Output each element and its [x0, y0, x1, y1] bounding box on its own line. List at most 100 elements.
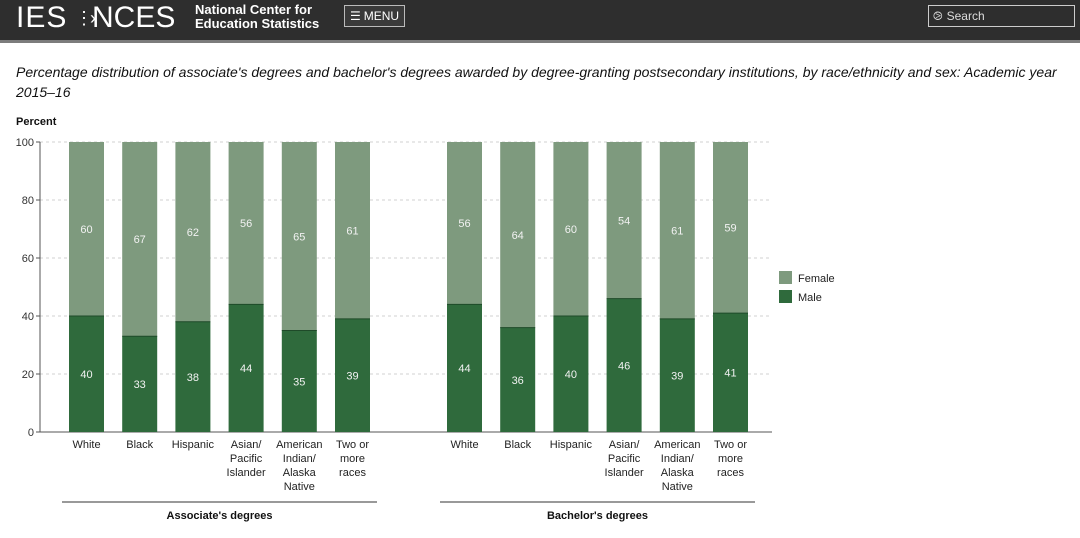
- bar-female-g1-c1: [500, 142, 536, 328]
- bar-male-g0-c0: [69, 316, 104, 432]
- x-tick-label-g1-c4-l0: American: [654, 439, 700, 451]
- data-label-female-g1-c4: 61: [671, 225, 683, 237]
- data-label-female-g0-c3: 56: [240, 218, 252, 230]
- bar-male-g1-c3: [606, 298, 642, 432]
- x-tick-label-g1-c4-l1: Indian/: [661, 453, 695, 465]
- data-label-male-g0-c5: 39: [346, 370, 358, 382]
- x-tick-label-g1-c1-l0: Black: [504, 439, 531, 451]
- data-label-female-g0-c5: 61: [346, 225, 358, 237]
- data-label-female-g1-c0: 56: [458, 218, 470, 230]
- data-label-male-g1-c1: 36: [512, 375, 524, 387]
- data-label-male-g1-c4: 39: [671, 370, 683, 382]
- x-tick-label-g0-c3-l0: Asian/: [231, 439, 263, 451]
- x-tick-label-g1-c4-l3: Native: [662, 481, 693, 493]
- x-tick-label-g1-c5-l1: more: [718, 453, 743, 465]
- data-label-male-g1-c0: 44: [458, 363, 470, 375]
- group-label-0: Associate's degrees: [167, 510, 273, 522]
- x-tick-label-g1-c5-l2: races: [717, 467, 744, 479]
- group-label-1: Bachelor's degrees: [547, 510, 648, 522]
- x-tick-label-g0-c3-l1: Pacific: [230, 453, 263, 465]
- data-label-female-g1-c5: 59: [724, 223, 736, 235]
- search-icon: ⧁: [933, 8, 943, 23]
- x-tick-label-g0-c3-l2: Islander: [227, 467, 266, 479]
- legend-label-female: Female: [798, 273, 835, 285]
- x-tick-label-g0-c2-l0: Hispanic: [172, 439, 215, 451]
- bar-female-g0-c4: [281, 142, 317, 331]
- y-tick-label-0: 0: [28, 427, 34, 439]
- x-tick-label-g0-c4-l1: Indian/: [283, 453, 317, 465]
- legend-label-male: Male: [798, 292, 822, 304]
- x-tick-label-g1-c3-l1: Pacific: [608, 453, 641, 465]
- bar-female-g1-c0: [447, 142, 482, 305]
- data-label-male-g0-c3: 44: [240, 363, 252, 375]
- data-label-female-g1-c1: 64: [512, 230, 524, 242]
- bar-male-g1-c5: [713, 313, 748, 432]
- x-tick-label-g0-c1-l0: Black: [126, 439, 153, 451]
- data-label-female-g0-c0: 60: [80, 224, 92, 236]
- org-name[interactable]: National Center for Education Statistics: [195, 3, 319, 31]
- data-label-female-g0-c4: 65: [293, 231, 305, 243]
- chart-title: Percentage distribution of associate's d…: [16, 64, 1057, 100]
- bar-male-g0-c1: [122, 336, 158, 432]
- x-tick-label-g1-c5-l0: Two or: [714, 439, 747, 451]
- x-tick-label-g0-c5-l2: races: [339, 467, 366, 479]
- nces-logo[interactable]: NCES: [92, 1, 176, 34]
- x-tick-label-g0-c4-l2: Alaska: [283, 467, 317, 479]
- bar-female-g1-c3: [606, 142, 642, 299]
- x-tick-label-g0-c4-l3: Native: [284, 481, 315, 493]
- logo-separator-icon: ⋮›: [75, 8, 96, 28]
- data-label-male-g0-c4: 35: [293, 376, 305, 388]
- menu-label: MENU: [363, 9, 400, 23]
- y-tick-label-40: 40: [22, 311, 34, 323]
- bar-female-g0-c3: [228, 142, 264, 305]
- y-tick-label-20: 20: [22, 369, 34, 381]
- bar-female-g0-c1: [122, 142, 158, 337]
- x-tick-label-g1-c2-l0: Hispanic: [550, 439, 593, 451]
- x-tick-label-g0-c5-l0: Two or: [336, 439, 369, 451]
- bar-male-g1-c4: [659, 318, 695, 432]
- hamburger-icon: ☰: [349, 9, 361, 23]
- data-label-male-g0-c2: 38: [187, 372, 199, 384]
- x-tick-label-g0-c5-l1: more: [340, 453, 365, 465]
- bar-female-g0-c0: [69, 142, 104, 316]
- y-tick-label-80: 80: [22, 195, 34, 207]
- data-label-male-g0-c1: 33: [134, 379, 146, 391]
- legend-swatch-male: [779, 290, 792, 303]
- bar-male-g1-c2: [553, 316, 589, 432]
- y-tick-label-100: 100: [16, 137, 34, 149]
- bar-female-g0-c5: [335, 142, 370, 319]
- bar-male-g0-c4: [281, 330, 317, 432]
- data-label-male-g1-c2: 40: [565, 369, 577, 381]
- bar-female-g0-c2: [175, 142, 211, 322]
- bar-male-g0-c2: [175, 321, 211, 432]
- x-tick-label-g0-c0-l0: White: [72, 439, 100, 451]
- bar-female-g1-c5: [713, 142, 748, 314]
- org-name-line2: Education Statistics: [195, 16, 320, 31]
- bar-female-g1-c4: [659, 142, 695, 319]
- bar-male-g1-c0: [447, 304, 482, 432]
- search-input[interactable]: ⧁ Search: [928, 5, 1075, 27]
- search-placeholder: Search: [946, 9, 985, 23]
- data-label-male-g0-c0: 40: [80, 369, 92, 381]
- ies-logo[interactable]: IES: [16, 1, 68, 34]
- legend-swatch-female: [779, 271, 792, 284]
- data-label-male-g1-c3: 46: [618, 360, 630, 372]
- data-label-female-g1-c2: 60: [565, 224, 577, 236]
- org-name-line1: National Center for: [195, 2, 313, 17]
- y-axis-label: Percent: [16, 116, 57, 128]
- bar-male-g0-c5: [335, 318, 370, 432]
- data-label-male-g1-c5: 41: [724, 368, 736, 380]
- x-tick-label-g1-c4-l2: Alaska: [661, 467, 695, 479]
- data-label-female-g0-c2: 62: [187, 227, 199, 239]
- bar-female-g1-c2: [553, 142, 589, 316]
- data-label-female-g0-c1: 67: [134, 234, 146, 246]
- x-tick-label-g1-c3-l2: Islander: [605, 467, 644, 479]
- x-tick-label-g1-c0-l0: White: [450, 439, 478, 451]
- data-label-female-g1-c3: 54: [618, 215, 630, 227]
- x-tick-label-g0-c4-l0: American: [276, 439, 322, 451]
- x-tick-label-g1-c3-l0: Asian/: [609, 439, 641, 451]
- bar-male-g1-c1: [500, 327, 536, 432]
- menu-button[interactable]: ☰ MENU: [344, 5, 405, 27]
- y-tick-label-60: 60: [22, 253, 34, 265]
